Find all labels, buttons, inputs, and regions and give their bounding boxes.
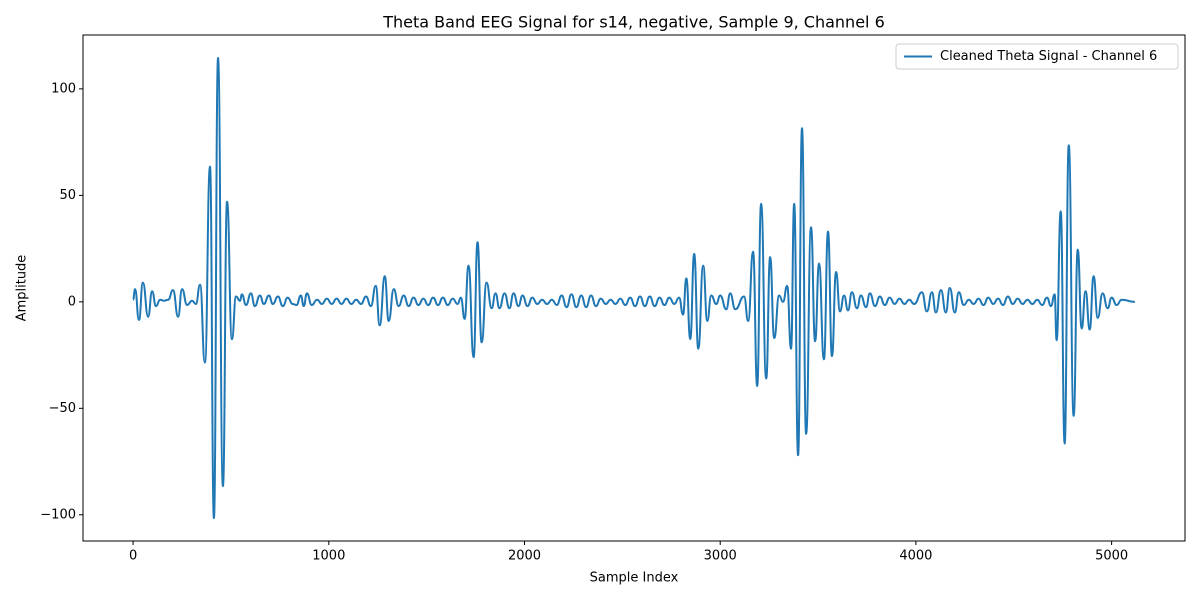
x-tick-label: 2000 <box>508 549 541 564</box>
y-axis-label: Amplitude <box>15 255 30 322</box>
legend-label: Cleaned Theta Signal - Channel 6 <box>940 49 1157 64</box>
x-axis-label: Sample Index <box>590 571 679 586</box>
plot-frame <box>82 34 1186 542</box>
x-tick-label: 1000 <box>312 549 345 564</box>
x-tick-label: 4000 <box>899 549 932 564</box>
x-tick-label: 0 <box>129 549 137 564</box>
y-tick-label: −100 <box>40 507 76 522</box>
y-tick-label: 50 <box>59 188 76 203</box>
legend: Cleaned Theta Signal - Channel 6 <box>895 43 1179 70</box>
x-tick-label: 3000 <box>704 549 737 564</box>
chart-title: Theta Band EEG Signal for s14, negative,… <box>382 13 885 32</box>
x-tick-label: 5000 <box>1095 549 1128 564</box>
data-line <box>132 57 1135 519</box>
legend-box <box>895 43 1179 70</box>
y-tick-label: 0 <box>68 294 76 309</box>
y-tick-label: 100 <box>51 81 76 96</box>
y-tick-label: −50 <box>49 401 76 416</box>
